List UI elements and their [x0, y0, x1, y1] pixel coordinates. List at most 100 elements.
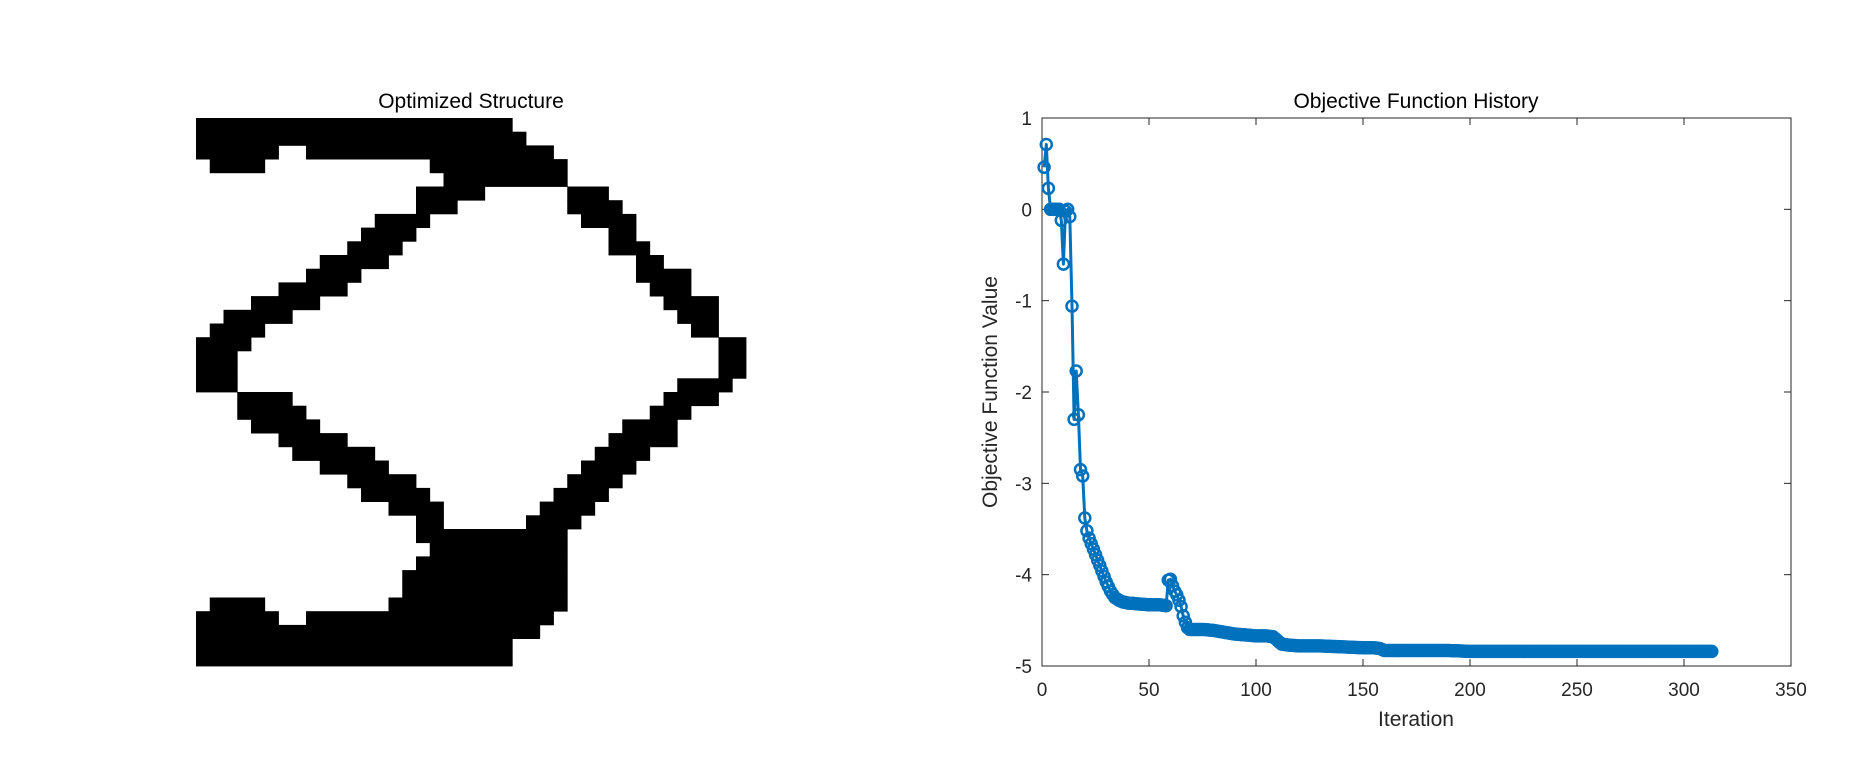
history-panel: Objective Function History 0 50 100 150 200 2… — [979, 90, 1807, 731]
structure-cell-run — [402, 583, 568, 598]
objective-data-point — [1159, 598, 1173, 613]
y-tick-label: -4 — [1015, 566, 1032, 587]
structure-cell-run — [374, 213, 431, 228]
structure-cell-run — [691, 323, 719, 338]
objective-data-point — [1274, 637, 1289, 651]
objective-data-point — [1073, 462, 1088, 477]
objective-data-point — [1075, 469, 1090, 483]
structure-cell-run — [567, 474, 623, 489]
objective-data-point — [1152, 598, 1167, 612]
structure-cell-run — [306, 268, 362, 283]
structure-cell-run — [581, 460, 637, 475]
structure-cell-run — [209, 159, 266, 174]
objective-data-point — [1082, 531, 1096, 545]
y-tick-label: -2 — [1015, 383, 1032, 404]
structure-cell-run — [237, 392, 293, 407]
structure-cell-run — [319, 255, 389, 270]
structure-cell-run — [196, 350, 238, 365]
structure-cell-run — [306, 611, 554, 626]
structure-cell-run — [306, 624, 541, 639]
x-tick-label: 300 — [1668, 680, 1700, 701]
structure-cell-run — [196, 624, 307, 639]
objective-data-point — [1634, 644, 1648, 659]
structure-cell-run — [251, 296, 321, 311]
objective-data-point — [1292, 639, 1306, 653]
structure-cell-run — [237, 405, 307, 420]
structure-title: Optimized Structure — [378, 90, 564, 113]
structure-cell-run — [196, 364, 238, 379]
y-tick-label: -5 — [1015, 657, 1032, 678]
structure-cell-run — [196, 378, 238, 393]
structure-cell-run — [553, 487, 609, 502]
objective-data-point — [1441, 643, 1456, 658]
objective-data-point — [1086, 542, 1101, 556]
structure-cell-run — [388, 597, 568, 612]
y-axis-label: Objective Function Value — [979, 276, 1002, 508]
structure-cell-run — [347, 241, 403, 256]
objective-data-point — [1484, 644, 1499, 659]
objective-data-point — [1056, 257, 1071, 271]
plot-area — [1041, 117, 1792, 667]
objective-data-point — [1399, 643, 1413, 658]
objective-data-point — [1071, 408, 1086, 422]
structure-cell-run — [608, 227, 637, 242]
structure-cell-run — [209, 597, 266, 612]
y-tick-label: -3 — [1015, 474, 1032, 495]
objective-data-point — [1591, 644, 1606, 659]
objective-data-point — [1655, 644, 1670, 659]
objective-data-point — [1259, 629, 1274, 643]
x-axis-label: Iteration — [1378, 708, 1454, 731]
objective-data-point — [1080, 524, 1094, 538]
objective-data-point — [1176, 609, 1190, 623]
structure-cell-run — [443, 172, 568, 187]
objective-data-point — [1090, 553, 1105, 567]
objective-data-point — [1172, 593, 1186, 607]
structure-cell-run — [196, 118, 513, 133]
structure-cell-run — [319, 460, 389, 475]
objective-data-point — [1334, 640, 1349, 654]
objective-data-point — [1069, 364, 1083, 378]
objective-data-point — [1570, 644, 1584, 659]
x-tick-label: 200 — [1454, 680, 1486, 701]
structure-cell-run — [196, 131, 527, 146]
structure-cell-run — [196, 145, 279, 160]
structure-cell-run — [416, 556, 568, 571]
structure-cell-run — [347, 474, 417, 489]
objective-data-point — [1063, 209, 1077, 224]
objective-data-point — [1039, 137, 1054, 152]
x-tick-label: 150 — [1347, 680, 1379, 701]
structure-cell-run — [581, 213, 637, 228]
structure-cell-run — [677, 378, 733, 393]
structure-cell-run — [526, 515, 582, 530]
objective-data-point — [1095, 564, 1109, 578]
y-axis: 1 0 -1 -2 -3 -4 -5 — [1015, 109, 1791, 678]
structure-cell-run — [278, 282, 348, 297]
objective-data-point — [1078, 511, 1092, 525]
objective-data-point — [1060, 202, 1075, 217]
objective-data-point — [1698, 644, 1713, 659]
structure-cell-run — [278, 433, 348, 448]
y-tick-label: -1 — [1015, 292, 1032, 313]
structure-cell-run — [223, 309, 293, 324]
structure-cell-run — [251, 419, 321, 434]
objective-data-point — [1548, 644, 1563, 659]
structure-cell-run — [429, 542, 568, 557]
structure-cell-run — [567, 200, 623, 215]
objective-data-point — [1527, 644, 1541, 659]
structure-cell-run — [209, 323, 266, 338]
structure-cell-run — [196, 337, 252, 352]
structure-image — [196, 118, 747, 667]
structure-cell-run — [429, 159, 568, 174]
x-tick-label: 350 — [1775, 680, 1807, 701]
history-title: Objective Function History — [1293, 90, 1539, 113]
structure-cell-run — [416, 186, 486, 201]
structure-cell-run — [416, 529, 568, 544]
objective-data-point — [1037, 160, 1051, 175]
structure-cell-run — [718, 350, 747, 365]
objective-data-point — [1506, 644, 1520, 659]
x-tick-label: 0 — [1037, 680, 1048, 701]
structure-cell-run — [306, 145, 554, 160]
structure-cell-run — [361, 487, 431, 502]
structure-cell-run — [416, 515, 444, 530]
objective-data-point — [1705, 644, 1719, 659]
